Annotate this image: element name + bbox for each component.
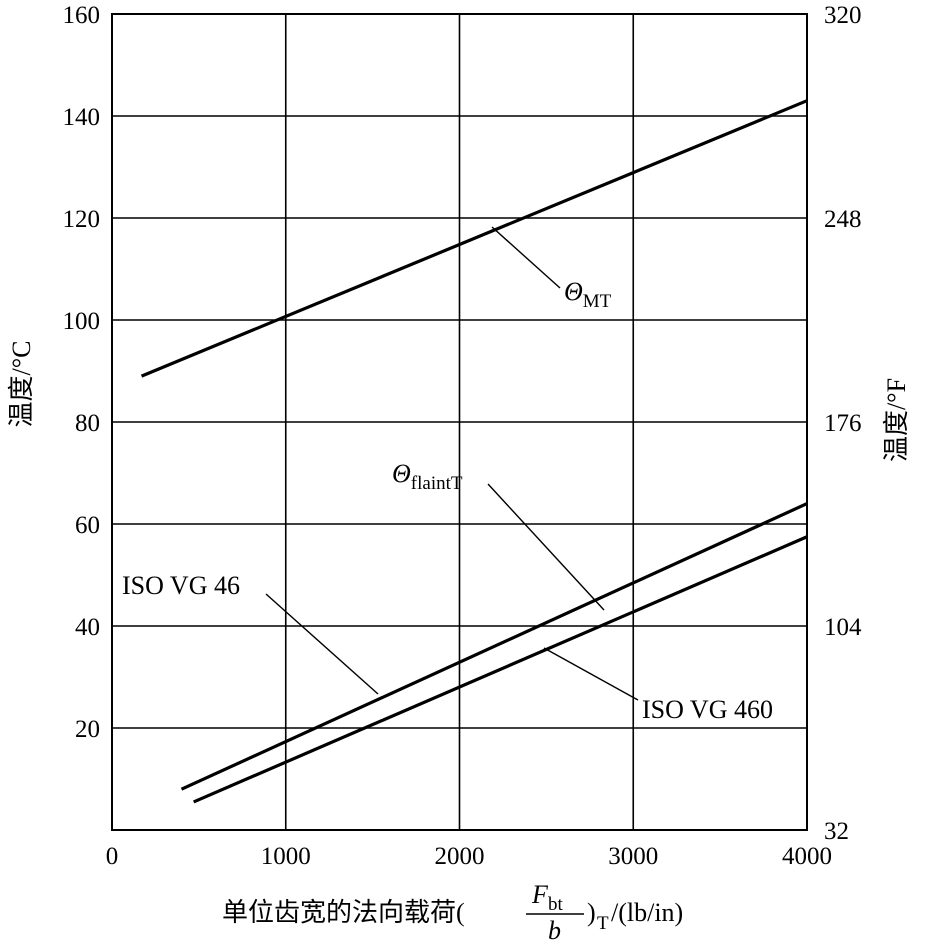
- x-axis-title-unit: /(lb/in): [611, 898, 683, 927]
- y2-tick-label-248: 248: [824, 206, 862, 233]
- series-line-2: [193, 535, 808, 804]
- y-tick-label-140: 140: [63, 104, 101, 131]
- x-tick-label-4000: 4000: [782, 843, 832, 870]
- leader-iso-vg-46: [265, 593, 379, 695]
- y-axis-title-right: 温度/°F: [882, 378, 911, 462]
- x-axis-title-numerator-sub: bt: [548, 894, 564, 915]
- label-theta-mt: ΘMT: [564, 277, 612, 312]
- label-iso-vg-46: ISO VG 46: [122, 571, 240, 600]
- y-axis-title-left: 温度/°C: [7, 341, 36, 428]
- y2-tick-label-320: 320: [824, 2, 862, 29]
- y-tick-label-40: 40: [75, 614, 100, 641]
- grid-lines: [112, 14, 807, 830]
- x-axis-title-close-paren: ): [587, 898, 596, 927]
- x-tick-label-2000: 2000: [435, 843, 485, 870]
- theta-flaint-subscript: flaintT: [411, 473, 463, 494]
- x-axis-title-subscript: T: [597, 913, 609, 934]
- x-axis-title-prefix: 单位齿宽的法向载荷(: [222, 898, 465, 927]
- series-line-0: [140, 99, 808, 378]
- theta-flaint-symbol: Θ: [392, 459, 411, 488]
- x-axis-title-denominator: b: [548, 916, 561, 941]
- theta-mt-symbol: Θ: [564, 277, 583, 306]
- label-iso-vg-460: ISO VG 460: [642, 695, 773, 724]
- x-tick-label-3000: 3000: [608, 843, 658, 870]
- leader-iso-vg-460: [543, 647, 639, 701]
- series-group: [140, 99, 808, 804]
- y2-tick-label-32: 32: [824, 818, 849, 845]
- y-tick-label-160: 160: [63, 2, 101, 29]
- y-tick-label-20: 20: [75, 716, 100, 743]
- leader-theta-mt: [491, 226, 561, 289]
- y-tick-label-100: 100: [63, 308, 101, 335]
- y2-tick-label-104: 104: [824, 614, 862, 641]
- y-tick-label-60: 60: [75, 512, 100, 539]
- x-axis-title: 单位齿宽的法向载荷( F bt b ) T /(lb/in): [222, 880, 683, 941]
- plot-frame: [111, 13, 808, 831]
- x-tick-label-0: 0: [106, 843, 119, 870]
- x-tick-label-1000: 1000: [261, 843, 311, 870]
- x-axis-title-numerator: F: [531, 880, 549, 909]
- label-theta-flaint: ΘflaintT: [392, 459, 463, 494]
- leader-theta-flaint: [487, 483, 605, 611]
- y2-tick-label-176: 176: [824, 410, 862, 437]
- y-tick-label-80: 80: [75, 410, 100, 437]
- series-line-1: [180, 502, 808, 791]
- theta-mt-subscript: MT: [583, 291, 612, 312]
- tick-labels: 0 1000 2000 3000 4000 20 40 60 80 100 120 140 160 32 1…: [63, 2, 863, 870]
- leader-lines: [265, 226, 639, 701]
- y-tick-label-120: 120: [63, 206, 101, 233]
